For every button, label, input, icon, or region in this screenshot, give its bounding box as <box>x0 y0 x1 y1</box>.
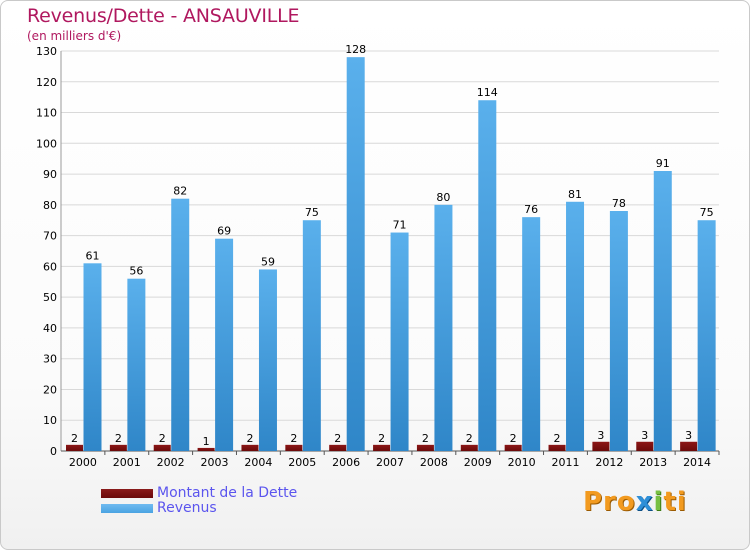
bar-dette-2013 <box>636 441 654 451</box>
data-label-dette-2012: 3 <box>597 429 604 442</box>
data-label-revenus-2011: 81 <box>568 188 582 201</box>
bar-revenus-2002 <box>171 198 190 451</box>
x-tick-label-2008: 2008 <box>420 456 448 469</box>
y-tick-label: 40 <box>43 322 57 335</box>
bar-dette-2008 <box>416 444 434 451</box>
data-label-dette-2000: 2 <box>71 432 78 445</box>
y-tick-label: 50 <box>43 291 57 304</box>
data-label-revenus-2013: 91 <box>656 157 670 170</box>
data-label-revenus-2005: 75 <box>305 206 319 219</box>
chart-title: Revenus/Dette - ANSAUVILLE <box>27 5 300 27</box>
bar-dette-2007 <box>373 444 391 451</box>
bar-dette-2006 <box>329 444 347 451</box>
data-label-dette-2005: 2 <box>290 432 297 445</box>
y-tick-label: 20 <box>43 383 57 396</box>
x-tick-label-2006: 2006 <box>332 456 360 469</box>
bar-revenus-2001 <box>127 278 146 451</box>
y-tick-label: 110 <box>36 107 57 120</box>
bar-dette-2004 <box>241 444 259 451</box>
legend-label-revenus: Revenus <box>157 500 217 516</box>
x-tick-label-2010: 2010 <box>508 456 536 469</box>
data-label-revenus-2010: 76 <box>524 203 538 216</box>
data-label-dette-2003: 1 <box>203 435 210 448</box>
data-label-dette-2009: 2 <box>466 432 473 445</box>
x-tick-label-2003: 2003 <box>201 456 229 469</box>
x-tick-label-2009: 2009 <box>464 456 492 469</box>
x-tick-label-2004: 2004 <box>244 456 272 469</box>
bar-revenus-2013 <box>653 171 672 451</box>
legend-label-dette: Montant de la Dette <box>157 485 298 501</box>
bar-dette-2010 <box>504 444 522 451</box>
data-label-revenus-2014: 75 <box>700 206 714 219</box>
data-label-dette-2001: 2 <box>115 432 122 445</box>
y-tick-label: 30 <box>43 353 57 366</box>
y-tick-label: 70 <box>43 230 57 243</box>
data-label-dette-2008: 2 <box>422 432 429 445</box>
bar-chart: 0 10 20 30 40 50 60 70 80 90 100 110 120 130 2 61 2000 2 5… <box>36 43 720 469</box>
bar-revenus-2014 <box>697 220 716 451</box>
bar-dette-2011 <box>548 444 566 451</box>
y-tick-label: 100 <box>36 137 57 150</box>
data-label-revenus-2004: 59 <box>261 255 275 268</box>
proxiti-logo: Proxiti <box>583 487 687 517</box>
y-tick-label: 120 <box>36 76 57 89</box>
data-label-revenus-2006: 128 <box>345 43 366 56</box>
data-label-revenus-2003: 69 <box>217 225 231 238</box>
x-tick-label-2005: 2005 <box>288 456 316 469</box>
bar-revenus-2003 <box>215 238 234 451</box>
data-label-revenus-2012: 78 <box>612 197 626 210</box>
x-tick-label-2012: 2012 <box>595 456 623 469</box>
bar-revenus-2004 <box>258 269 277 451</box>
bar-dette-2003 <box>197 447 215 451</box>
bar-revenus-2008 <box>434 204 453 451</box>
bar-dette-2014 <box>680 441 698 451</box>
chart-subtitle: (en milliers d'€) <box>27 29 122 43</box>
bar-dette-2005 <box>285 444 303 451</box>
data-label-dette-2010: 2 <box>510 432 517 445</box>
data-label-revenus-2000: 61 <box>86 249 100 262</box>
x-tick-label-2013: 2013 <box>639 456 667 469</box>
legend-swatch-revenus <box>101 504 153 513</box>
data-label-dette-2014: 3 <box>685 429 692 442</box>
bar-revenus-2007 <box>390 232 409 451</box>
bar-revenus-2012 <box>609 211 628 451</box>
data-label-revenus-2007: 71 <box>393 219 407 232</box>
bar-dette-2001 <box>109 444 127 451</box>
y-tick-label: 80 <box>43 199 57 212</box>
x-tick-label-2001: 2001 <box>113 456 141 469</box>
data-label-dette-2007: 2 <box>378 432 385 445</box>
data-label-revenus-2001: 56 <box>129 265 143 278</box>
data-label-dette-2002: 2 <box>159 432 166 445</box>
bar-revenus-2011 <box>566 201 585 451</box>
data-label-dette-2004: 2 <box>246 432 253 445</box>
y-tick-label: 60 <box>43 260 57 273</box>
bar-revenus-2009 <box>478 100 497 451</box>
data-label-revenus-2009: 114 <box>477 86 498 99</box>
bar-revenus-2000 <box>83 263 102 451</box>
x-tick-label-2002: 2002 <box>157 456 185 469</box>
y-tick-label: 0 <box>50 445 57 458</box>
bar-revenus-2006 <box>346 57 365 452</box>
bar-dette-2009 <box>460 444 478 451</box>
x-tick-label-2000: 2000 <box>69 456 97 469</box>
y-tick-label: 10 <box>43 414 57 427</box>
bar-dette-2002 <box>153 444 171 451</box>
x-tick-label-2007: 2007 <box>376 456 404 469</box>
data-label-dette-2006: 2 <box>334 432 341 445</box>
bar-revenus-2005 <box>302 220 321 451</box>
y-tick-label: 130 <box>36 45 57 58</box>
data-label-dette-2013: 3 <box>641 429 648 442</box>
x-tick-label-2011: 2011 <box>551 456 579 469</box>
data-label-dette-2011: 2 <box>554 432 561 445</box>
bar-dette-2012 <box>592 441 610 451</box>
bar-revenus-2010 <box>522 217 541 451</box>
legend-swatch-dette <box>101 489 153 498</box>
data-label-revenus-2002: 82 <box>173 185 187 198</box>
data-label-revenus-2008: 80 <box>436 191 450 204</box>
y-tick-label: 90 <box>43 168 57 181</box>
bar-dette-2000 <box>66 444 83 451</box>
x-tick-label-2014: 2014 <box>683 456 711 469</box>
